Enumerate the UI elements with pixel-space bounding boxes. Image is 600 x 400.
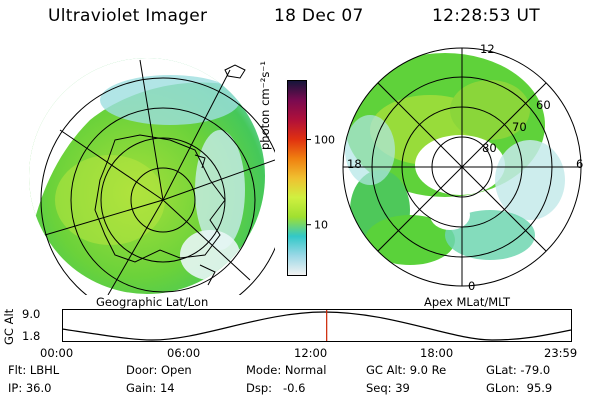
field-seq: Seq: 39 bbox=[366, 381, 410, 395]
timeline-axis-title: GC Alt bbox=[2, 308, 16, 345]
mlt-label-right: 6 bbox=[576, 157, 584, 171]
instrument-title: Ultraviolet Imager bbox=[48, 6, 208, 26]
mlt-lines bbox=[343, 48, 581, 286]
field-flt: Flt: LBHL bbox=[8, 363, 60, 377]
field-dsp: Dsp: -0.6 bbox=[246, 381, 306, 395]
field-glon: GLon: 95.9 bbox=[486, 381, 553, 395]
field-glat: GLat: -79.0 bbox=[486, 363, 551, 377]
timeline-ytick-max: 9.0 bbox=[22, 307, 41, 321]
mlt-label-top: 12 bbox=[480, 42, 495, 56]
geographic-image-panel bbox=[29, 58, 275, 295]
geographic-caption: Geographic Lat/Lon bbox=[96, 295, 209, 309]
uv-emission-image bbox=[29, 58, 265, 294]
timeline-ytick-min: 1.8 bbox=[22, 329, 41, 343]
image-time: 12:28:53 UT bbox=[432, 6, 540, 26]
longitude-lines bbox=[44, 59, 275, 295]
colorbar-tick-label-0: 100 bbox=[314, 134, 335, 147]
mlt-label-left: 18 bbox=[347, 157, 362, 171]
timeline-xtick-0: 00:00 bbox=[40, 346, 74, 360]
field-ip: IP: 36.0 bbox=[8, 381, 52, 395]
timeline-xtick-1: 06:00 bbox=[167, 346, 201, 360]
field-gc-alt: GC Alt: 9.0 Re bbox=[366, 363, 447, 377]
colorbar bbox=[287, 80, 307, 276]
timeline-xtick-3: 18:00 bbox=[420, 346, 454, 360]
apex-polar-panel bbox=[342, 47, 582, 287]
mlt-label-bottom: 0 bbox=[468, 279, 476, 293]
timeline-frame bbox=[62, 309, 572, 342]
image-date: 18 Dec 07 bbox=[274, 6, 364, 26]
field-door: Door: Open bbox=[126, 363, 192, 377]
field-gain: Gain: 14 bbox=[126, 381, 175, 395]
mlat-label-80: 80 bbox=[482, 141, 497, 155]
timeline-xtick-4: 23:59 bbox=[544, 346, 578, 360]
altitude-timeline bbox=[62, 309, 572, 342]
colorbar-tick-label-1: 10 bbox=[314, 219, 328, 232]
field-mode: Mode: Normal bbox=[246, 363, 327, 377]
coastline-outline bbox=[94, 134, 226, 263]
apex-caption: Apex MLat/MLT bbox=[424, 295, 511, 309]
timeline-xtick-2: 12:00 bbox=[294, 346, 328, 360]
latitude-circles bbox=[40, 77, 275, 295]
colorbar-unit-label: photon cm⁻²s⁻¹ bbox=[258, 61, 272, 150]
colorbar-ticks: 100 10 bbox=[307, 134, 335, 232]
mlat-label-70: 70 bbox=[512, 120, 527, 134]
mlat-label-60: 60 bbox=[536, 98, 551, 112]
altitude-curve bbox=[62, 311, 572, 341]
